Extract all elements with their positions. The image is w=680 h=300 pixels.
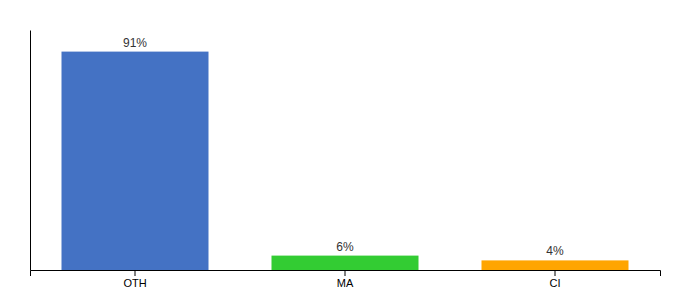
bars (62, 52, 629, 270)
bar (482, 260, 629, 270)
chart-svg: OTH MA CI 91% 6% 4% (0, 0, 680, 300)
x-tick-mark (555, 270, 556, 276)
y-axis (30, 31, 31, 271)
bar (272, 256, 419, 270)
x-tick-mark (135, 270, 136, 276)
x-tick-label: CI (550, 277, 561, 289)
bar (62, 52, 209, 270)
chart-container: OTH MA CI 91% 6% 4% (0, 0, 680, 300)
data-label: 91% (123, 36, 147, 50)
x-tick: MA (337, 270, 354, 289)
x-tick: CI (550, 270, 561, 289)
x-axis-line (31, 271, 661, 277)
plot-area: OTH MA CI 91% 6% 4% (31, 31, 661, 289)
x-tick-label: MA (337, 277, 354, 289)
x-tick: OTH (123, 270, 146, 289)
x-axis: OTH MA CI (31, 270, 661, 289)
data-labels: 91% 6% 4% (123, 36, 564, 259)
data-label: 4% (546, 244, 564, 258)
data-label: 6% (336, 240, 354, 254)
y-axis-line (30, 31, 31, 271)
x-tick-mark (345, 270, 346, 276)
x-tick-label: OTH (123, 277, 146, 289)
